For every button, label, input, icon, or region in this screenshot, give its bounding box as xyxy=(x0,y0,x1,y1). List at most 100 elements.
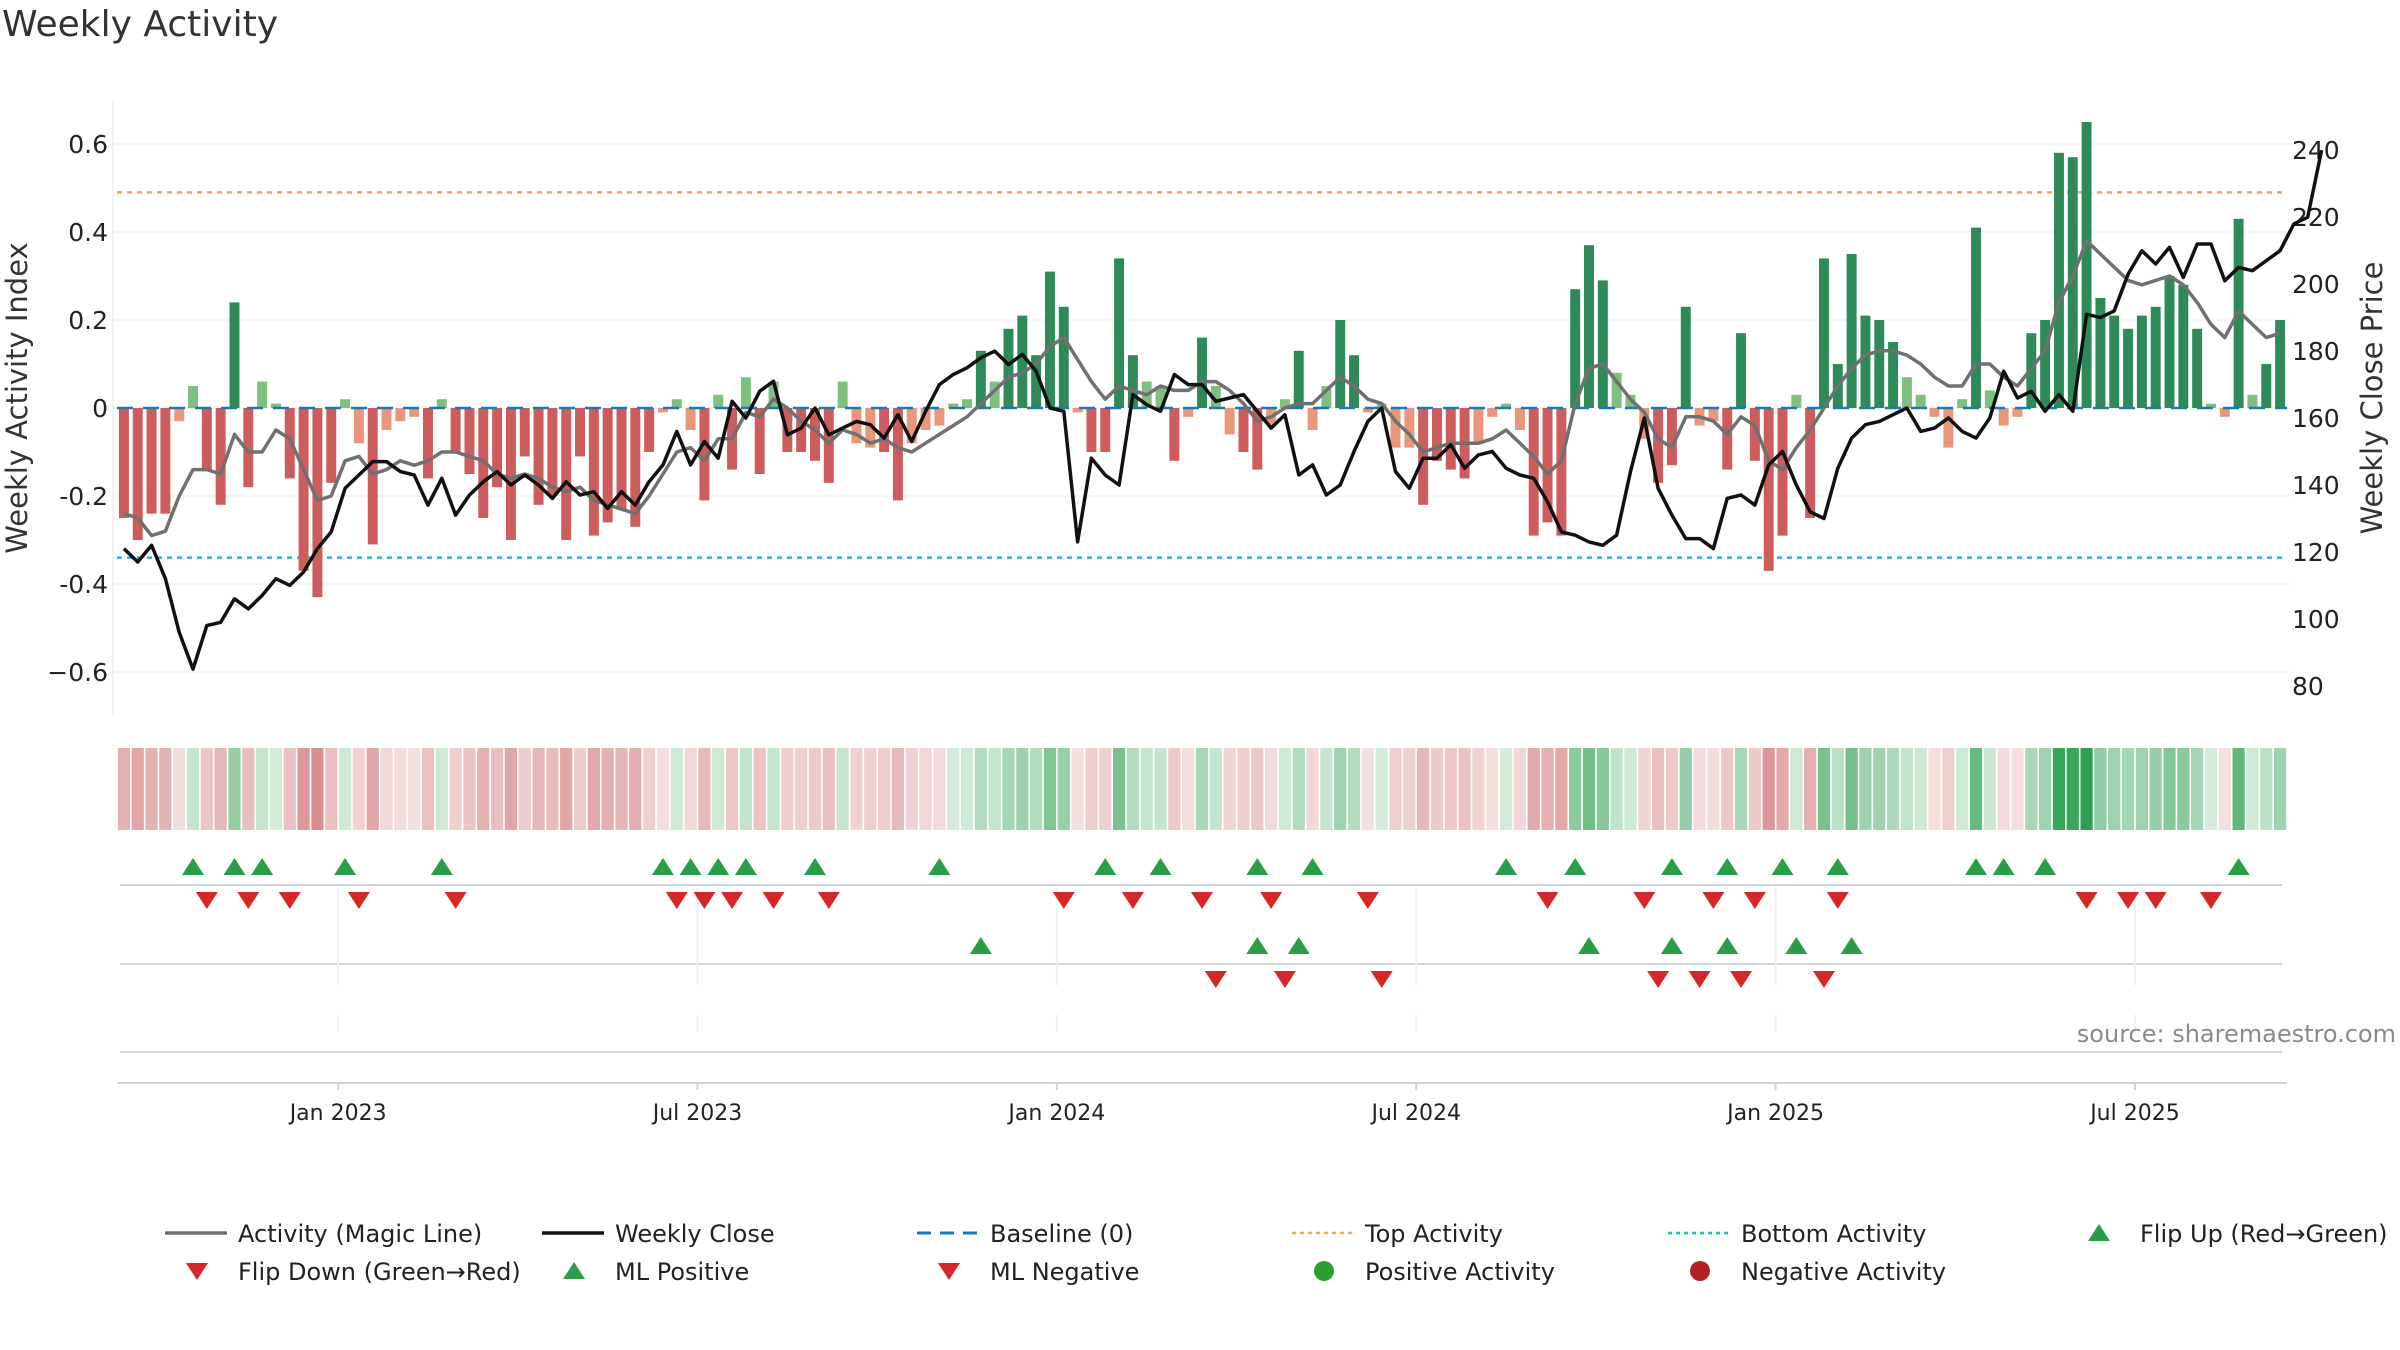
activity-bar xyxy=(810,408,820,461)
reference-lines xyxy=(117,191,2287,559)
flip-up-marker xyxy=(1965,858,1988,875)
activity-bar xyxy=(1846,254,1857,408)
heat-cell xyxy=(795,748,808,830)
left-axis-ticks: −0.6 -0.4 -0.2 0 0.2 0.4 0.6 xyxy=(47,130,108,687)
heat-cell xyxy=(712,748,725,830)
heat-cell xyxy=(1900,748,1914,830)
heat-cell xyxy=(2025,748,2038,830)
heat-cell xyxy=(2011,748,2024,830)
activity-bar xyxy=(1058,306,1069,408)
heat-cell xyxy=(490,748,504,830)
flip-up-marker xyxy=(223,858,246,875)
heat-cell xyxy=(1458,748,1471,830)
activity-bar xyxy=(1791,394,1802,408)
heat-cell xyxy=(1707,748,1720,830)
left-tick-label: 0 xyxy=(92,394,108,423)
activity-bar xyxy=(174,408,185,422)
heat-cell xyxy=(449,748,462,830)
heat-cell xyxy=(380,748,393,830)
ml-positive-marker xyxy=(1785,937,1808,954)
heat-cell xyxy=(1527,748,1540,830)
flip-up-marker xyxy=(1301,858,1324,875)
activity-bar xyxy=(657,408,668,413)
heat-cell xyxy=(1168,748,1181,830)
activity-bar xyxy=(588,408,599,536)
activity-bar xyxy=(920,408,931,430)
heat-cell xyxy=(947,748,960,830)
activity-bar xyxy=(1943,408,1954,448)
heat-cell xyxy=(1499,748,1513,830)
legend-swatch xyxy=(563,1262,585,1279)
activity-bar xyxy=(298,408,309,571)
legend-label: Bottom Activity xyxy=(1741,1220,1926,1248)
x-tick-label: Jul 2023 xyxy=(651,1101,743,1126)
activity-bar xyxy=(1252,408,1263,470)
activity-bar xyxy=(699,408,710,501)
legend-label: Positive Activity xyxy=(1365,1258,1555,1286)
heat-cell xyxy=(2204,748,2218,830)
heat-cell xyxy=(1693,748,1706,830)
activity-bar xyxy=(1362,408,1373,413)
flip-down-marker xyxy=(721,892,744,909)
activity-bar xyxy=(685,408,696,430)
heat-cell xyxy=(1790,748,1803,830)
signal-rows xyxy=(117,858,2287,1084)
heat-cell xyxy=(1030,748,1043,830)
heat-cell xyxy=(2108,748,2121,830)
heat-cell xyxy=(1347,748,1361,830)
heat-cell xyxy=(1817,748,1831,830)
grid-lines xyxy=(113,143,2291,673)
activity-bar xyxy=(464,408,475,474)
heat-cell xyxy=(2135,748,2148,830)
activity-bar xyxy=(1542,408,1553,523)
heat-cell xyxy=(1734,748,1748,830)
heat-cell xyxy=(421,748,435,830)
left-tick-label: -0.2 xyxy=(59,482,108,511)
legend-label: Flip Down (Green→Red) xyxy=(238,1258,521,1286)
ml-negative-marker xyxy=(1647,971,1670,988)
activity-bar xyxy=(1335,320,1346,408)
ml-negative-marker xyxy=(1273,971,1296,988)
legend-item: ML Negative xyxy=(938,1258,1139,1286)
heat-cell xyxy=(2218,748,2231,830)
right-tick-label: 160 xyxy=(2292,404,2340,433)
activity-bar xyxy=(1100,408,1111,452)
heat-cell xyxy=(477,748,490,830)
ml-negative-marker xyxy=(1204,971,1227,988)
right-tick-label: 200 xyxy=(2292,270,2340,299)
heat-cell xyxy=(1776,748,1789,830)
heat-cell xyxy=(186,748,200,830)
activity-bar xyxy=(243,408,254,488)
activity-bar xyxy=(1224,408,1235,435)
heat-cell xyxy=(2094,748,2107,830)
flip-up-marker xyxy=(928,858,951,875)
heat-cell xyxy=(242,748,255,830)
flip-up-marker xyxy=(1564,858,1587,875)
flip-up-marker xyxy=(334,858,357,875)
ml-negative-marker xyxy=(1688,971,1711,988)
activity-bar xyxy=(1487,408,1498,417)
heat-cell xyxy=(698,748,711,830)
activity-bar xyxy=(326,408,337,483)
flip-up-marker xyxy=(430,858,453,875)
activity-bar xyxy=(409,408,420,417)
flip-down-marker xyxy=(2117,892,2140,909)
activity-bar xyxy=(423,408,433,479)
activity-bar xyxy=(713,394,724,408)
activity-bar xyxy=(616,408,627,510)
flip-down-marker xyxy=(2075,892,2098,909)
heat-cell xyxy=(725,748,739,830)
activity-bar xyxy=(1031,355,1042,408)
heat-cell xyxy=(2039,748,2052,830)
legend-swatch xyxy=(938,1263,960,1280)
left-tick-label: 0.2 xyxy=(68,306,108,335)
flip-down-marker xyxy=(444,892,467,909)
activity-bar xyxy=(1473,408,1484,444)
heat-cell xyxy=(1569,748,1582,830)
heat-cell xyxy=(131,748,144,830)
activity-bar xyxy=(340,399,351,408)
right-tick-label: 80 xyxy=(2292,672,2324,701)
heat-cell xyxy=(587,748,600,830)
flip-down-marker xyxy=(237,892,260,909)
flip-up-marker xyxy=(803,858,826,875)
